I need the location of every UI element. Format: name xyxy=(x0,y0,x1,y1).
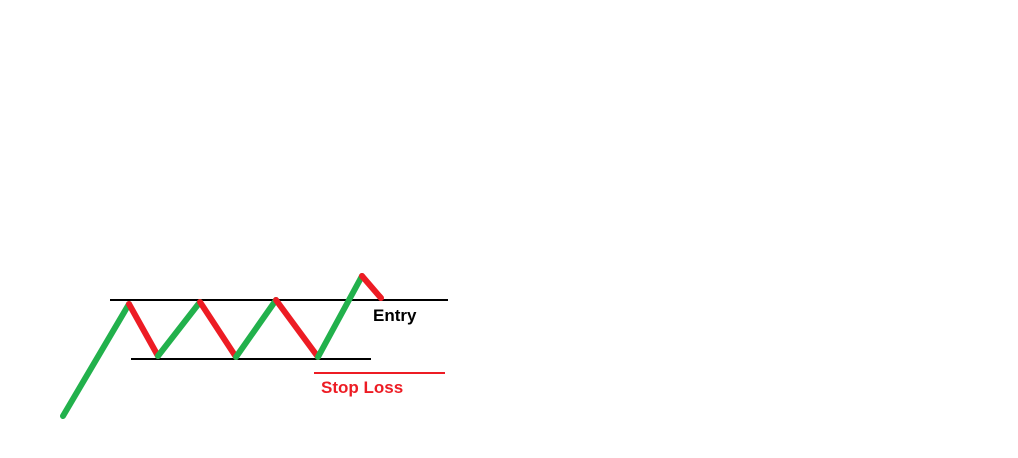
price-path xyxy=(60,273,384,419)
down-leg xyxy=(197,299,239,360)
down-leg xyxy=(126,301,161,359)
down-leg xyxy=(273,297,321,360)
up-leg xyxy=(233,297,279,360)
breakout-leg xyxy=(315,273,365,360)
up-leg xyxy=(155,299,203,359)
pullback-leg xyxy=(359,273,384,301)
stop-loss-label: Stop Loss xyxy=(321,378,403,397)
up-leg xyxy=(60,301,132,419)
entry-label: Entry xyxy=(373,306,417,325)
